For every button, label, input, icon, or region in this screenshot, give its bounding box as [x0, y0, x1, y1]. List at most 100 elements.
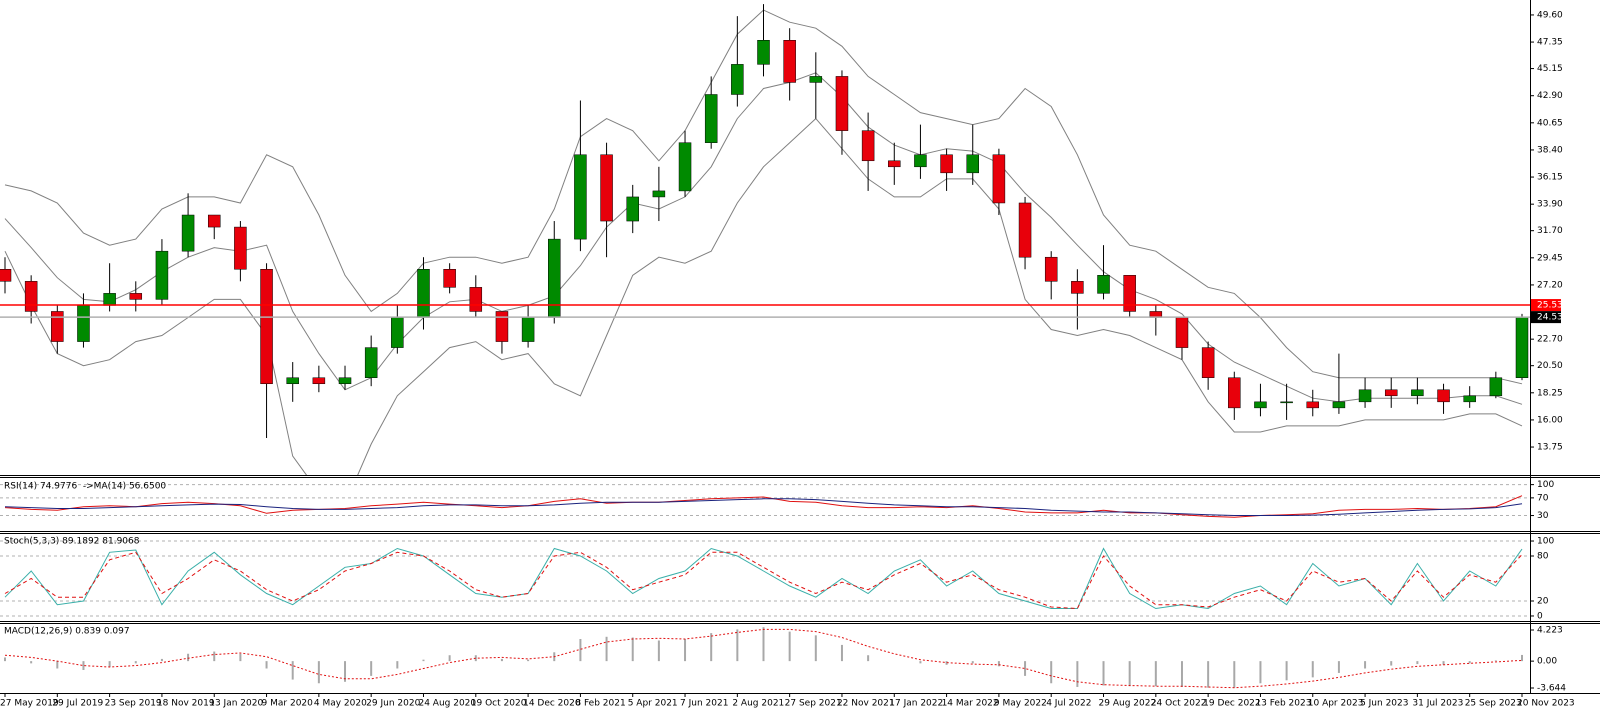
candle-body: [234, 226, 247, 270]
candle-body: [1228, 377, 1241, 409]
x-tick-label: 23 Sep 2019: [105, 699, 162, 709]
candle-body: [888, 160, 901, 168]
x-tick-label: 9 May 2022: [994, 699, 1047, 709]
x-tick-label: 17 Jan 2022: [889, 699, 943, 709]
y-tick-label: 49.60: [1537, 10, 1563, 20]
x-tick-label: 13 Feb 2023: [1255, 699, 1311, 709]
y-tick-label: 22.70: [1537, 335, 1563, 345]
y-tick-label: 30: [1537, 511, 1549, 521]
x-tick-label: 14 Dec 2020: [523, 699, 581, 709]
y-tick-label: 31.70: [1537, 226, 1563, 236]
candle-body: [103, 293, 116, 306]
x-tick-label: 5 Apr 2021: [628, 699, 678, 709]
y-tick-label: 4.223: [1537, 625, 1563, 635]
candle-body: [312, 377, 326, 385]
candle-body: [835, 76, 849, 131]
candle-body: [1489, 377, 1503, 397]
candle-body: [1018, 202, 1032, 258]
candle-body: [574, 154, 587, 240]
candle-body: [1515, 316, 1529, 378]
x-tick-label: 25 Sep 2023: [1465, 699, 1522, 709]
y-tick-label: 80: [1537, 552, 1549, 562]
candle-body: [1175, 317, 1189, 348]
candle-body: [129, 293, 143, 300]
x-tick-label: 31 Jul 2023: [1412, 699, 1463, 709]
candle-body: [443, 269, 456, 288]
candle-body: [51, 311, 64, 342]
candle-body: [652, 190, 666, 198]
candle-body: [181, 214, 195, 252]
x-tick-label: 27 May 2019: [0, 699, 59, 709]
candle-body: [1280, 401, 1293, 404]
candle-body: [600, 154, 613, 222]
price-label: 25.53: [1537, 301, 1563, 311]
x-tick-label: 29 Jul 2019: [52, 699, 103, 709]
y-tick-label: 20: [1537, 596, 1549, 606]
candle-body: [966, 154, 979, 174]
candle-body: [364, 347, 378, 378]
y-tick-label: 16.00: [1537, 415, 1563, 425]
x-tick-label: 4 Jul 2022: [1046, 699, 1091, 709]
y-tick-label: 70: [1537, 493, 1549, 503]
panel: [0, 4, 1529, 475]
candle-body: [809, 76, 823, 83]
panel: [0, 484, 1530, 518]
panel-title: MACD(12,26,9) 0.839 0.097: [4, 627, 130, 637]
candle-body: [1358, 389, 1372, 403]
x-tick-label: 19 Oct 2020: [471, 699, 527, 709]
candle-body: [757, 40, 770, 65]
candle-body: [495, 311, 509, 342]
y-tick-label: 38.40: [1537, 145, 1563, 155]
candle-body: [940, 154, 953, 174]
x-tick-label: 10 Apr 2023: [1308, 699, 1364, 709]
candle-body: [1071, 281, 1084, 294]
candle-body: [783, 40, 796, 83]
candle-body: [861, 130, 875, 162]
candle-body: [992, 154, 1006, 204]
candle-body: [469, 287, 483, 312]
panel-title: RSI(14) 74.9776 ->MA(14) 56.6500: [4, 482, 166, 492]
y-tick-label: 100: [1537, 480, 1554, 490]
candle-body: [24, 281, 38, 312]
x-tick-label: 2 Aug 2021: [732, 699, 784, 709]
x-tick-label: 4 May 2020: [314, 699, 367, 709]
x-tick-label: 20 Nov 2023: [1517, 699, 1575, 709]
y-tick-label: 36.15: [1537, 173, 1563, 183]
x-tick-label: 9 Mar 2020: [262, 699, 314, 709]
price-label-bg: [1531, 311, 1561, 324]
candle-body: [338, 377, 352, 385]
candle-body: [1332, 401, 1346, 409]
x-tick-label: 22 Nov 2021: [837, 699, 895, 709]
candle-body: [417, 269, 430, 318]
x-tick-label: 14 Mar 2022: [942, 699, 999, 709]
y-tick-label: 33.90: [1537, 200, 1563, 210]
candle-body: [678, 142, 692, 192]
y-tick-label: 0: [1537, 611, 1543, 621]
candle-body: [260, 269, 273, 385]
candle-body: [207, 214, 221, 228]
panel: [0, 540, 1530, 617]
y-tick-label: 27.20: [1537, 280, 1563, 290]
y-tick-label: 0.00: [1537, 657, 1557, 667]
panel-title: Stoch(5,3,3) 89.1892 81.9068: [4, 537, 140, 547]
indicator-line: [4, 551, 1523, 610]
y-tick-label: 42.90: [1537, 91, 1563, 101]
candle-body: [1097, 275, 1110, 294]
price-label: 24.53: [1537, 313, 1563, 323]
candle-body: [521, 317, 535, 342]
x-tick-label: 24 Aug 2020: [418, 699, 476, 709]
x-tick-label: 7 Jun 2021: [680, 699, 728, 709]
x-tick-label: 13 Jan 2020: [209, 699, 263, 709]
y-tick-label: 47.35: [1537, 38, 1563, 48]
indicator-line: [4, 628, 1523, 689]
candle-body: [1384, 389, 1398, 397]
candle-body: [1411, 389, 1424, 397]
candle-body: [1123, 275, 1136, 312]
x-tick-label: 18 Nov 2019: [157, 699, 215, 709]
candle-body: [0, 269, 12, 282]
indicator-line: [4, 117, 1523, 475]
candle-body: [391, 317, 404, 348]
indicator-line: [4, 72, 1523, 405]
